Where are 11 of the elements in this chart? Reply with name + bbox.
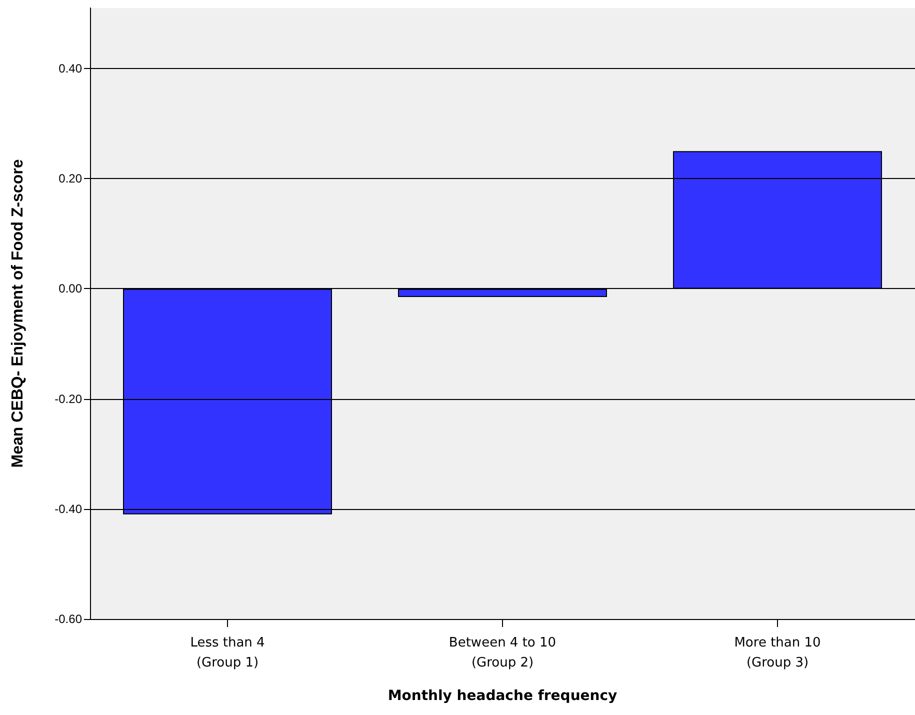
x-tick-label: Less than 4 (Group 1) (190, 636, 265, 670)
y-axis-title: Mean CEBQ- Enjoyment of Food Z-score (10, 159, 26, 468)
x-tick-label: Between 4 to 10 (Group 2) (448, 636, 556, 670)
y-tick-label: -0.40 (54, 502, 82, 516)
y-tick-label: -0.20 (54, 392, 82, 406)
x-tick-label: More than 10 (Group 3) (734, 636, 821, 670)
x-axis-title: Monthly headache frequency (388, 688, 618, 704)
y-tick-label: -0.60 (54, 612, 82, 626)
y-tick-label: 0.40 (58, 62, 82, 76)
y-tick-label: 0.00 (58, 282, 82, 296)
y-tick-label: 0.20 (58, 172, 82, 186)
